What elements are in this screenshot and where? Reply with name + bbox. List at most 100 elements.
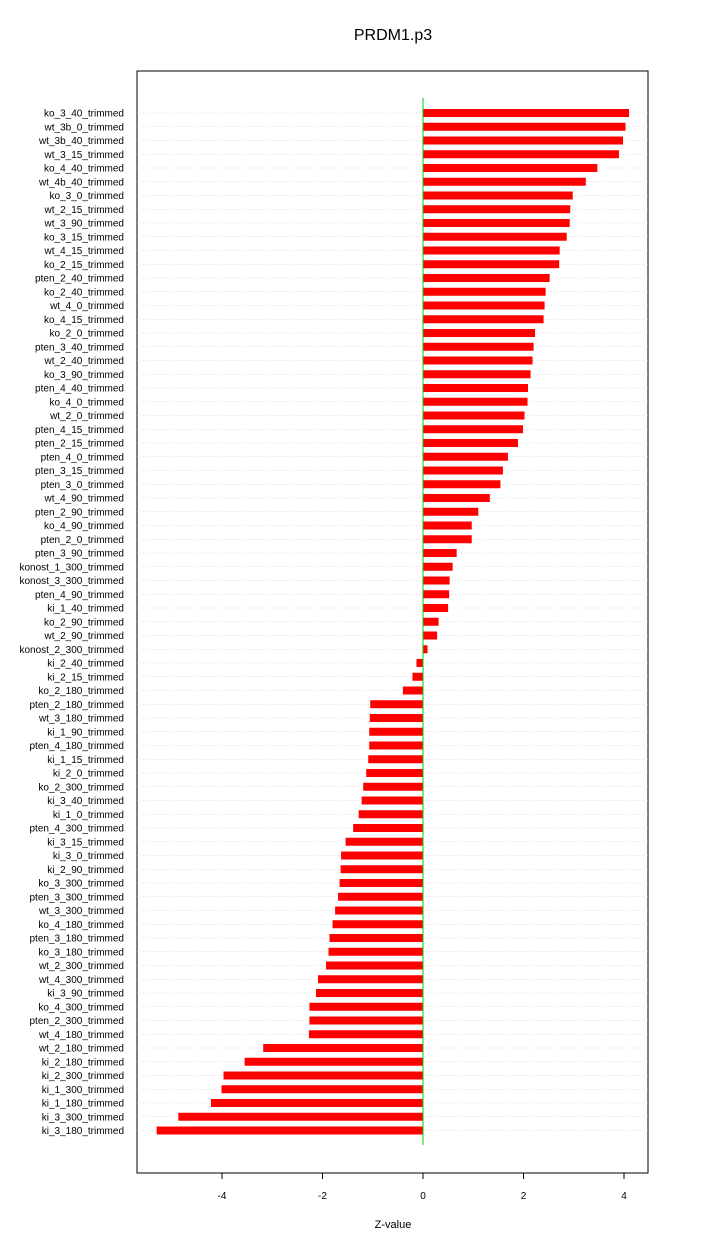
bars — [156, 109, 630, 1135]
category-label: konost_2_300_trimmed — [19, 645, 124, 656]
bar-pten_3_40_trimmed — [423, 342, 534, 351]
category-label: ki_1_90_trimmed — [47, 727, 124, 738]
bar-ki_3_40_trimmed — [361, 796, 423, 805]
category-label: pten_4_40_trimmed — [35, 384, 124, 395]
bar-konost_3_300_trimmed — [423, 576, 450, 585]
bar-ko_4_40_trimmed — [423, 164, 598, 172]
bar-pten_2_180_trimmed — [370, 700, 423, 709]
category-label: pten_3_180_trimmed — [29, 934, 124, 945]
bar-wt_3_180_trimmed — [369, 714, 423, 722]
bar-ki_2_0_trimmed — [366, 769, 423, 777]
category-label: ko_3_90_trimmed — [44, 370, 124, 381]
bar-ko_3_0_trimmed — [423, 191, 573, 200]
bar-pten_2_40_trimmed — [423, 274, 550, 282]
x-axis-title: Z-value — [375, 1219, 412, 1231]
bar-wt_4_0_trimmed — [423, 301, 545, 310]
category-label: ko_3_40_trimmed — [44, 109, 124, 120]
bar-ki_2_300_trimmed — [223, 1071, 423, 1080]
x-tick-label: -4 — [218, 1191, 227, 1202]
category-label: wt_4_0_trimmed — [49, 301, 124, 312]
category-label: ko_2_40_trimmed — [44, 287, 124, 298]
category-label: pten_2_90_trimmed — [35, 507, 124, 518]
bar-ki_3_90_trimmed — [315, 989, 423, 997]
category-label: pten_2_40_trimmed — [35, 274, 124, 285]
bar-pten_2_90_trimmed — [423, 507, 479, 516]
category-label: ki_1_15_trimmed — [47, 755, 124, 766]
bar-pten_3_15_trimmed — [423, 466, 503, 475]
category-label: wt_2_180_trimmed — [38, 1044, 124, 1055]
category-label: ko_3_15_trimmed — [44, 232, 124, 243]
category-label: wt_3_90_trimmed — [44, 219, 124, 230]
category-label: ki_3_90_trimmed — [47, 989, 124, 1000]
category-label: pten_4_180_trimmed — [29, 741, 124, 752]
category-label: pten_3_15_trimmed — [35, 466, 124, 477]
category-label: pten_4_15_trimmed — [35, 425, 124, 436]
category-label: ki_2_90_trimmed — [47, 865, 124, 876]
bar-wt_3b_40_trimmed — [423, 136, 623, 145]
category-label: ko_4_40_trimmed — [44, 164, 124, 175]
bar-ki_3_300_trimmed — [178, 1112, 423, 1121]
category-label: ko_4_15_trimmed — [44, 315, 124, 326]
category-label: konost_3_300_trimmed — [19, 576, 124, 587]
bar-pten_2_0_trimmed — [423, 535, 472, 544]
bar-wt_2_180_trimmed — [263, 1044, 423, 1052]
category-label: ko_4_180_trimmed — [38, 920, 124, 931]
bar-ko_3_90_trimmed — [423, 370, 531, 379]
category-label: ki_1_180_trimmed — [42, 1099, 124, 1110]
category-label: wt_2_90_trimmed — [44, 631, 124, 642]
category-label: pten_3_40_trimmed — [35, 342, 124, 353]
bar-ki_1_300_trimmed — [221, 1085, 423, 1094]
bar-ki_1_40_trimmed — [423, 604, 449, 612]
category-label: wt_2_40_trimmed — [44, 356, 124, 367]
category-label: ki_1_0_trimmed — [53, 810, 124, 821]
bar-ko_2_180_trimmed — [402, 686, 423, 695]
bar-ko_2_90_trimmed — [423, 617, 439, 626]
bar-ko_3_300_trimmed — [339, 879, 423, 887]
bar-konost_2_300_trimmed — [423, 645, 428, 654]
chart-title: PRDM1.p3 — [354, 27, 432, 44]
bar-wt_2_90_trimmed — [423, 631, 438, 640]
category-label: ki_2_40_trimmed — [47, 659, 124, 670]
bar-wt_3_90_trimmed — [423, 219, 570, 227]
category-label: pten_3_0_trimmed — [41, 480, 124, 491]
category-label: ki_2_300_trimmed — [42, 1071, 124, 1082]
category-label: ko_3_0_trimmed — [50, 191, 124, 202]
bar-pten_4_40_trimmed — [423, 384, 529, 392]
category-label: wt_4_300_trimmed — [38, 975, 124, 986]
category-label: wt_4b_40_trimmed — [38, 177, 124, 188]
bar-pten_3_90_trimmed — [423, 549, 457, 557]
category-label: wt_4_90_trimmed — [44, 494, 124, 505]
category-label: ko_3_300_trimmed — [38, 879, 124, 890]
category-label: ko_4_90_trimmed — [44, 521, 124, 532]
bar-wt_4b_40_trimmed — [423, 177, 586, 186]
category-label: ki_2_0_trimmed — [53, 769, 124, 780]
bar-ko_3_15_trimmed — [423, 232, 567, 241]
category-label: wt_4_15_trimmed — [44, 246, 124, 257]
category-label: ko_2_90_trimmed — [44, 617, 124, 628]
category-label: ko_4_0_trimmed — [50, 397, 124, 408]
bar-wt_2_40_trimmed — [423, 356, 533, 365]
category-label: ko_3_180_trimmed — [38, 947, 124, 958]
bar-ki_2_15_trimmed — [412, 672, 423, 681]
category-label: pten_2_300_trimmed — [29, 1016, 124, 1027]
category-labels: ko_3_40_trimmed wt_3b_0_trimmed wt_3b_40_t… — [19, 109, 124, 1138]
bar-wt_3_300_trimmed — [335, 906, 423, 915]
category-label: ko_2_180_trimmed — [38, 686, 124, 697]
bar-wt_2_0_trimmed — [423, 411, 525, 420]
category-label: ki_1_40_trimmed — [47, 604, 124, 615]
x-tick-label: -2 — [318, 1191, 327, 1202]
category-label: konost_1_300_trimmed — [19, 562, 124, 573]
bar-pten_2_300_trimmed — [309, 1016, 423, 1025]
bar-ko_4_15_trimmed — [423, 315, 544, 324]
category-label: ki_3_300_trimmed — [42, 1112, 124, 1123]
category-label: ko_2_0_trimmed — [50, 329, 124, 340]
x-tick-label: 4 — [621, 1191, 627, 1202]
category-label: ki_2_180_trimmed — [42, 1057, 124, 1068]
bar-ki_3_180_trimmed — [156, 1126, 424, 1135]
bar-pten_4_0_trimmed — [423, 452, 508, 461]
bar-pten_3_300_trimmed — [338, 892, 423, 901]
category-label: wt_2_300_trimmed — [38, 961, 124, 972]
category-label: pten_2_15_trimmed — [35, 439, 124, 450]
x-tick-label: 0 — [420, 1191, 426, 1202]
